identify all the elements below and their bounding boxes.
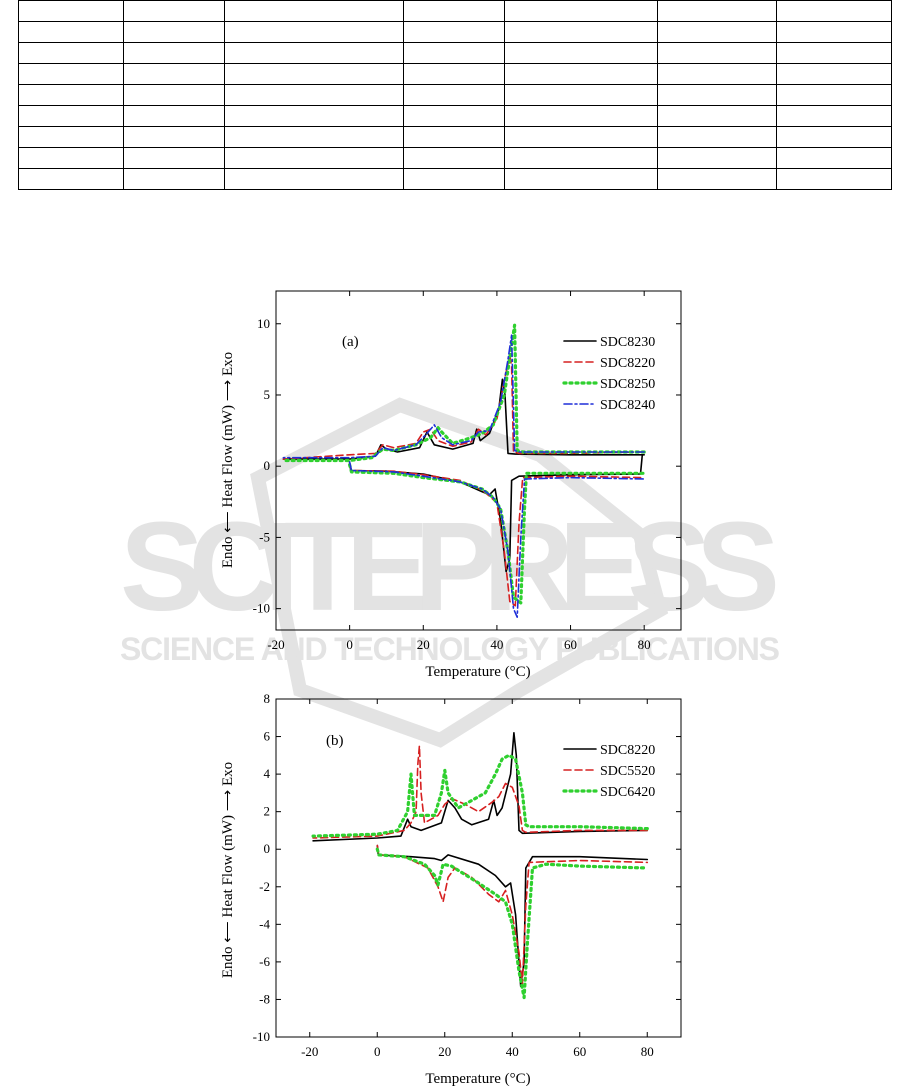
chart-b-legend: SDC8220 SDC5520 SDC6420 bbox=[562, 743, 655, 800]
b-ytick-label: 8 bbox=[264, 691, 271, 706]
chart-b-series bbox=[311, 731, 649, 1000]
chart-a-series bbox=[281, 323, 646, 619]
chart-a-annotation: (a) bbox=[342, 334, 359, 350]
a-xtick-label: 80 bbox=[638, 637, 651, 652]
table-row bbox=[18, 21, 892, 43]
table-row bbox=[18, 42, 892, 64]
a-series-SDC8220-cooling bbox=[282, 354, 646, 460]
b-ytick-label: 0 bbox=[264, 841, 271, 856]
chart-b-ylabel: Endo ⟵ Heat Flow (mW) ⟶ Exo bbox=[220, 762, 236, 978]
b-ytick-label: -8 bbox=[259, 991, 270, 1006]
table-cell bbox=[776, 168, 892, 190]
b-xtick-label: 20 bbox=[438, 1044, 451, 1059]
a-legend-label: SDC8250 bbox=[600, 377, 655, 392]
a-ytick-label: 5 bbox=[264, 387, 271, 402]
a-series-SDC8250-heating bbox=[348, 463, 646, 605]
table-row bbox=[18, 0, 892, 22]
table-row bbox=[18, 168, 892, 190]
a-legend-label: SDC8230 bbox=[600, 335, 655, 350]
b-legend-label: SDC5520 bbox=[600, 764, 655, 779]
a-xtick-label: 20 bbox=[417, 637, 430, 652]
chart-a-legend: SDC8230 SDC8220 SDC8250 SDC8240 bbox=[562, 335, 655, 413]
chart-a-ticks: -20 0 20 40 60 80 10 5 0 -5 -10 bbox=[253, 291, 681, 652]
b-ytick-label: 2 bbox=[264, 804, 271, 819]
a-xtick-label: 0 bbox=[346, 637, 353, 652]
b-series-SDC6420-cooling bbox=[311, 753, 649, 838]
b-series-SDC8220-heating bbox=[376, 844, 649, 988]
table-row bbox=[18, 105, 892, 127]
b-ytick-label: 4 bbox=[264, 766, 271, 781]
a-ytick-label: 10 bbox=[257, 316, 270, 331]
b-ytick-label: -6 bbox=[259, 954, 270, 969]
a-series-SDC8240-heating bbox=[348, 461, 646, 619]
data-table bbox=[18, 0, 892, 190]
a-series-SDC8240-cooling bbox=[282, 334, 646, 459]
b-series-SDC5520-heating bbox=[376, 844, 649, 986]
a-xtick-label: -20 bbox=[267, 637, 284, 652]
a-legend-label: SDC8220 bbox=[600, 356, 655, 371]
b-legend-label: SDC6420 bbox=[600, 785, 655, 800]
chart-a-ylabel: Endo ⟵ Heat Flow (mW) ⟶ Exo bbox=[220, 352, 236, 568]
a-legend-label: SDC8240 bbox=[600, 398, 655, 413]
chart-a-frame bbox=[275, 290, 682, 631]
table-body bbox=[18, 0, 892, 190]
b-ytick-label: -4 bbox=[259, 916, 270, 931]
b-ytick-label: -2 bbox=[259, 879, 270, 894]
a-xtick-label: 40 bbox=[490, 637, 503, 652]
b-series-SDC8220-cooling bbox=[312, 731, 649, 842]
chart-a-xlabel: Temperature (°C) bbox=[425, 664, 530, 680]
b-legend-label: SDC8220 bbox=[600, 743, 655, 758]
b-xtick-label: 40 bbox=[506, 1044, 519, 1059]
a-ytick-label: -10 bbox=[253, 601, 270, 616]
b-ytick-label: -10 bbox=[253, 1029, 270, 1044]
chart-b-xlabel: Temperature (°C) bbox=[425, 1071, 530, 1087]
table-row bbox=[18, 84, 892, 106]
b-xtick-label: 80 bbox=[641, 1044, 654, 1059]
b-series-SDC6420-heating bbox=[375, 847, 649, 1000]
a-series-SDC8230-cooling bbox=[282, 378, 646, 460]
b-xtick-label: 60 bbox=[573, 1044, 586, 1059]
a-ytick-label: -5 bbox=[259, 529, 270, 544]
a-ytick-label: 0 bbox=[264, 458, 271, 473]
b-ytick-label: 6 bbox=[264, 729, 271, 744]
b-xtick-label: -20 bbox=[301, 1044, 318, 1059]
a-series-SDC8250-cooling bbox=[281, 323, 646, 463]
b-xtick-label: 0 bbox=[374, 1044, 381, 1059]
chart-b-frame bbox=[275, 698, 682, 1038]
table-row bbox=[18, 126, 892, 148]
table-row bbox=[18, 63, 892, 85]
a-xtick-label: 60 bbox=[564, 637, 577, 652]
chart-b-annotation: (b) bbox=[326, 733, 344, 749]
